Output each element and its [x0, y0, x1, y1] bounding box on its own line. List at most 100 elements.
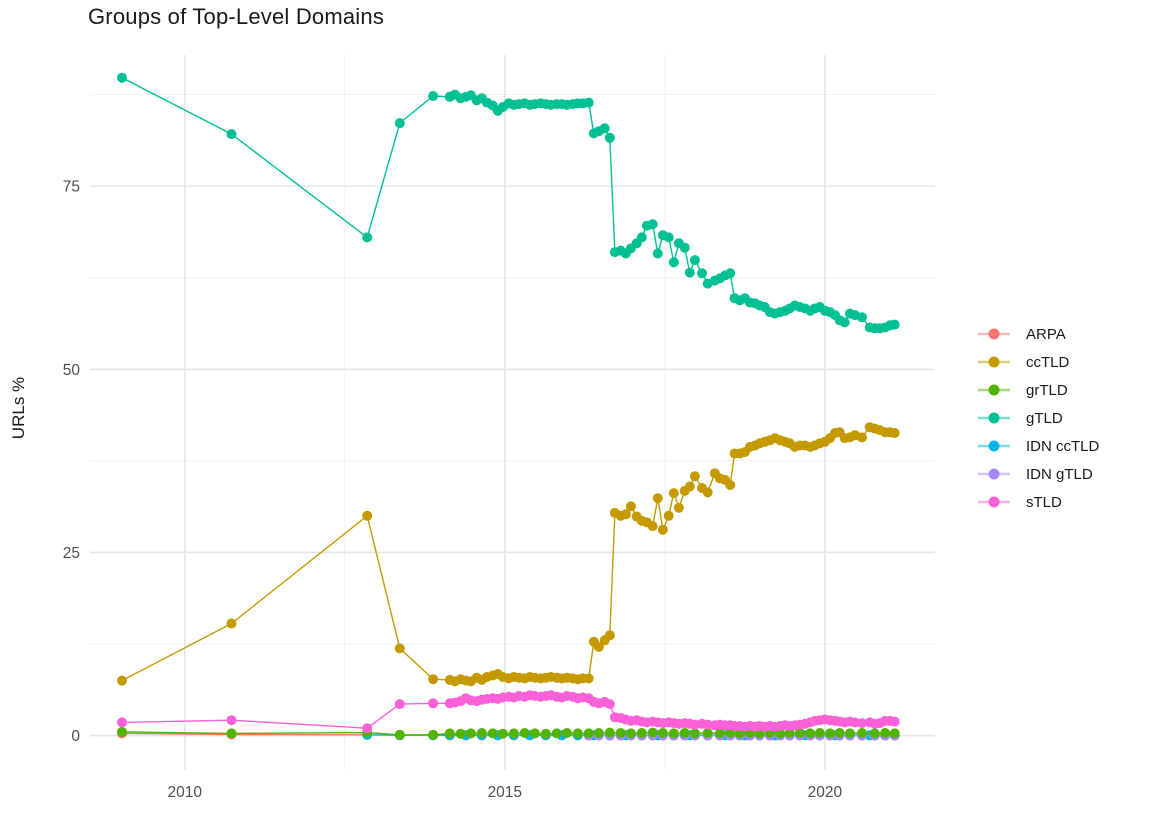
legend-key-icon-idn-gtld: [978, 468, 1010, 480]
data-point-grtld: [604, 727, 615, 738]
data-point-stld: [428, 698, 439, 709]
data-point-cctld: [702, 487, 713, 498]
data-point-grtld: [814, 728, 825, 738]
data-point-gtld: [679, 242, 690, 253]
legend-key-icon-stld: [978, 496, 1010, 508]
legend-key-icon-arpa: [978, 328, 1010, 340]
data-point-cctld: [226, 618, 237, 629]
data-point-cctld: [689, 471, 700, 482]
data-point-stld: [604, 699, 615, 710]
data-point-grtld: [561, 728, 572, 738]
legend-item-grtld: grTLD: [976, 376, 1099, 404]
data-point-gtld: [839, 317, 850, 328]
legend-key-icon-cctld: [978, 356, 1010, 368]
data-point-gtld: [362, 232, 373, 243]
series-grtld: [117, 726, 900, 740]
data-point-grtld: [805, 728, 816, 739]
series-cctld: [117, 422, 900, 687]
legend-label-stld: sTLD: [1026, 493, 1062, 511]
data-point-cctld: [428, 674, 439, 685]
legend-key-icon-grtld: [978, 384, 1010, 396]
legend-label-idn-cctld: IDN ccTLD: [1026, 437, 1100, 455]
data-point-grtld: [657, 728, 668, 738]
data-point-stld: [362, 723, 373, 734]
data-point-grtld: [593, 728, 604, 738]
y-tick-label: 50: [63, 362, 81, 379]
data-point-grtld: [794, 728, 805, 738]
data-point-cctld: [668, 488, 679, 499]
data-point-grtld: [540, 728, 551, 739]
data-point-grtld: [825, 728, 835, 739]
data-point-grtld: [583, 728, 594, 739]
data-point-gtld: [689, 255, 700, 266]
data-point-gtld: [857, 312, 867, 323]
x-tick-label: 2020: [808, 784, 843, 801]
legend: ARPA ccTLD grTLD gTLD IDN ccTLD IDN gTLD sTLD: [976, 320, 1099, 516]
y-tick-label: 75: [63, 179, 80, 196]
data-point-gtld: [725, 268, 736, 279]
data-point-grtld: [487, 728, 498, 739]
data-point-grtld: [869, 728, 880, 739]
data-point-grtld: [117, 726, 127, 737]
data-point-grtld: [834, 728, 845, 738]
data-point-grtld: [455, 728, 466, 739]
data-point-gtld: [663, 232, 674, 243]
data-point-gtld: [428, 91, 439, 101]
data-point-grtld: [508, 728, 519, 739]
data-point-gtld: [117, 72, 127, 83]
grid-major: [90, 55, 935, 770]
data-point-cctld: [889, 428, 900, 438]
data-point-cctld: [857, 432, 867, 443]
chart-title: Groups of Top-Level Domains: [88, 4, 385, 29]
legend-item-arpa: ARPA: [976, 320, 1099, 348]
data-point-gtld: [604, 132, 615, 143]
data-point-gtld: [583, 97, 594, 108]
data-point-stld: [117, 717, 127, 728]
series-stld: [117, 690, 900, 734]
data-point-grtld: [880, 728, 891, 738]
data-point-cctld: [117, 675, 127, 686]
x-axis-tick-labels: 2010 2015 2020: [168, 784, 843, 801]
data-point-cctld: [647, 521, 658, 532]
data-point-cctld: [663, 510, 674, 521]
data-point-gtld: [647, 219, 658, 230]
data-point-grtld: [702, 728, 713, 738]
legend-label-arpa: ARPA: [1026, 325, 1066, 343]
data-point-gtld: [394, 118, 405, 129]
data-point-cctld: [362, 510, 373, 521]
data-point-grtld: [647, 727, 658, 738]
data-point-cctld: [657, 524, 668, 535]
data-point-gtld: [889, 319, 900, 330]
data-point-grtld: [476, 728, 487, 738]
series-gtld: [117, 72, 900, 334]
data-point-gtld: [226, 129, 237, 140]
legend-label-grtld: grTLD: [1026, 381, 1068, 399]
legend-label-idn-gtld: IDN gTLD: [1026, 465, 1093, 483]
data-point-grtld: [394, 729, 405, 740]
data-point-gtld: [636, 232, 647, 243]
data-point-cctld: [583, 673, 594, 684]
data-point-cctld: [604, 630, 615, 641]
legend-key-icon-gtld: [978, 412, 1010, 424]
data-point-grtld: [497, 728, 508, 739]
data-point-cctld: [625, 501, 636, 512]
data-point-grtld: [226, 728, 237, 739]
legend-item-idn-gtld: IDN gTLD: [976, 460, 1099, 488]
legend-key-icon-idn-cctld: [978, 440, 1010, 452]
data-point-stld: [857, 718, 867, 729]
y-tick-label: 0: [71, 728, 80, 745]
legend-item-stld: sTLD: [976, 488, 1099, 516]
grid-minor: [90, 55, 935, 770]
data-point-cctld: [652, 493, 663, 504]
data-point-grtld: [844, 728, 855, 739]
x-tick-label: 2010: [168, 784, 203, 801]
legend-label-cctld: ccTLD: [1026, 353, 1070, 371]
data-point-grtld: [784, 728, 795, 738]
data-point-gtld: [652, 248, 663, 259]
data-point-gtld: [697, 268, 707, 279]
data-point-grtld: [689, 728, 700, 739]
data-point-cctld: [684, 481, 695, 492]
data-point-grtld: [615, 728, 626, 738]
data-point-cctld: [620, 509, 631, 520]
data-point-gtld: [599, 123, 610, 134]
